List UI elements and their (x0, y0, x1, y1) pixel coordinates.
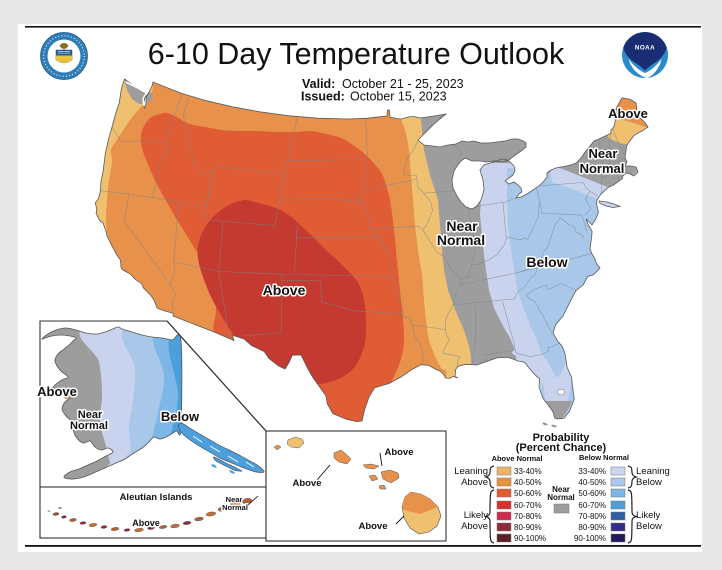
svg-text:Probability: Probability (533, 432, 591, 444)
svg-text:50-60%: 50-60% (578, 489, 606, 498)
svg-text:80-90%: 80-90% (578, 523, 606, 532)
svg-text:33-40%: 33-40% (514, 467, 542, 476)
svg-text:October 21 - 25, 2023: October 21 - 25, 2023 (342, 77, 464, 91)
svg-text:6-10 Day Temperature Outlook: 6-10 Day Temperature Outlook (148, 37, 565, 71)
svg-text:Above: Above (37, 384, 77, 399)
svg-text:Near: Near (78, 409, 103, 421)
svg-text:Near: Near (226, 495, 243, 504)
svg-text:Near: Near (589, 146, 618, 161)
svg-text:70-80%: 70-80% (514, 512, 542, 521)
svg-text:Below: Below (636, 477, 662, 488)
svg-text:80-90%: 80-90% (514, 523, 542, 532)
svg-text:50-60%: 50-60% (514, 489, 542, 498)
svg-text:Normal: Normal (580, 161, 625, 176)
svg-text:Above: Above (608, 106, 648, 121)
svg-text:Above: Above (461, 521, 488, 532)
svg-text:(Percent Chance): (Percent Chance) (516, 442, 607, 454)
svg-text:Above: Above (384, 447, 413, 458)
svg-text:60-70%: 60-70% (514, 501, 542, 510)
svg-text:Likely: Likely (636, 510, 661, 521)
svg-text:Leaning: Leaning (454, 466, 488, 477)
svg-text:Normal: Normal (222, 503, 248, 512)
svg-text:Near: Near (446, 218, 478, 234)
svg-text:Above: Above (358, 521, 387, 532)
svg-text:90-100%: 90-100% (574, 534, 606, 543)
svg-text:Leaning: Leaning (636, 466, 670, 477)
svg-text:Above: Above (263, 282, 306, 298)
svg-text:NOAA: NOAA (635, 45, 655, 52)
svg-text:70-80%: 70-80% (578, 512, 606, 521)
svg-text:Issued:: Issued: (301, 90, 345, 104)
svg-text:Below Normal: Below Normal (579, 453, 629, 462)
svg-text:Near: Near (552, 485, 570, 494)
svg-text:Normal: Normal (437, 232, 485, 248)
svg-text:Below: Below (636, 521, 662, 532)
svg-text:Likely: Likely (464, 510, 489, 521)
svg-text:Above: Above (132, 518, 160, 528)
svg-text:90-100%: 90-100% (514, 534, 546, 543)
svg-text:Normal: Normal (70, 420, 108, 432)
svg-text:40-50%: 40-50% (578, 478, 606, 487)
svg-text:Below: Below (161, 409, 200, 424)
svg-text:Valid:: Valid: (302, 77, 335, 91)
svg-text:60-70%: 60-70% (578, 501, 606, 510)
svg-text:Above: Above (292, 478, 321, 489)
svg-text:40-50%: 40-50% (514, 478, 542, 487)
svg-text:Above: Above (461, 477, 488, 488)
svg-text:33-40%: 33-40% (578, 467, 606, 476)
svg-text:Aleutian Islands: Aleutian Islands (120, 492, 193, 503)
svg-text:Normal: Normal (547, 493, 575, 502)
svg-text:Above Normal: Above Normal (492, 454, 543, 463)
svg-text:October 15, 2023: October 15, 2023 (350, 90, 447, 104)
svg-text:Below: Below (526, 254, 567, 270)
